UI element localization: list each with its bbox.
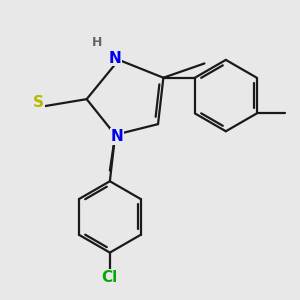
- Text: N: N: [111, 129, 123, 144]
- Text: S: S: [33, 95, 44, 110]
- Text: Cl: Cl: [102, 270, 118, 285]
- Text: H: H: [92, 35, 103, 49]
- Text: N: N: [109, 51, 122, 66]
